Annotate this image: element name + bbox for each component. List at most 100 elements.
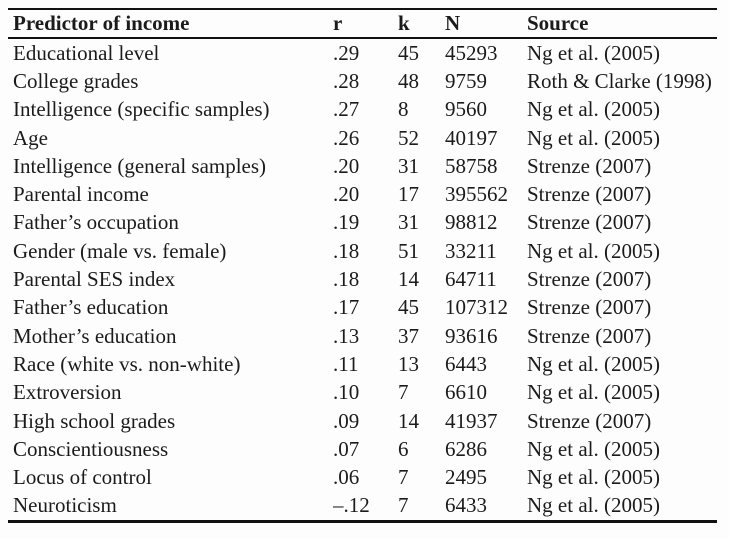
table-cell: Strenze (2007)	[527, 210, 652, 235]
table-cell: Mother’s education	[13, 323, 177, 348]
table-cell: 7	[398, 380, 409, 405]
column-header-k: k	[398, 9, 445, 39]
table-cell: 41937	[445, 408, 498, 433]
table-cell: Ng et al. (2005)	[527, 493, 660, 518]
table-row: Father’s education .17 45 107312 Strenze (20…	[8, 294, 717, 322]
table-cell: .11	[333, 351, 359, 376]
table-row: Locus of control .06 7 2495 Ng et al. (2005)	[8, 463, 717, 491]
table-cell: Intelligence (specific samples)	[13, 97, 270, 122]
table-cell: .26	[333, 125, 360, 150]
table-cell: Educational level	[13, 40, 160, 65]
table-cell: Gender (male vs. female)	[13, 238, 227, 263]
table-cell: 31	[398, 210, 419, 235]
table-cell: 9560	[445, 97, 487, 122]
table-cell: 52	[398, 125, 419, 150]
table-cell: 6	[398, 436, 409, 461]
column-header-source: Source	[527, 9, 717, 39]
table-cell: Strenze (2007)	[527, 323, 652, 348]
table-cell: .19	[333, 210, 360, 235]
table-row: Parental SES index .18 14 64711 Strenze (200…	[8, 265, 717, 293]
table-cell: 17	[398, 182, 419, 207]
table-cell: 45	[398, 40, 419, 65]
table-cell: 40197	[445, 125, 498, 150]
table-cell: 13	[398, 351, 419, 376]
table-cell: College grades	[13, 68, 139, 93]
table-row: Father’s occupation .19 31 98812 Strenze (20…	[8, 209, 717, 237]
table-cell: Ng et al. (2005)	[527, 125, 660, 150]
table-cell: 6433	[445, 493, 487, 518]
table-body: Educational level .29 45 45293 Ng et al. (20…	[8, 38, 717, 522]
table-cell: High school grades	[13, 408, 176, 433]
table-cell: 98812	[445, 210, 498, 235]
table-cell: 107312	[445, 295, 508, 320]
table-cell: Strenze (2007)	[527, 267, 652, 292]
table-cell: Strenze (2007)	[527, 408, 652, 433]
table-cell: .06	[333, 465, 360, 490]
table-cell: 93616	[445, 323, 498, 348]
table-row: High school grades .09 14 41937 Strenze (200…	[8, 407, 717, 435]
table-cell: .20	[333, 182, 360, 207]
table-cell: 45293	[445, 40, 498, 65]
table-row: Age .26 52 40197 Ng et al. (2005)	[8, 124, 717, 152]
table-cell: Locus of control	[13, 465, 152, 490]
table-row: Intelligence (specific samples) .27 8 9560 N…	[8, 96, 717, 124]
table-cell: 9759	[445, 68, 487, 93]
table-cell: 37	[398, 323, 419, 348]
table-cell: 45	[398, 295, 419, 320]
table-cell: 6610	[445, 380, 487, 405]
table-row: Race (white vs. non-white) .11 13 6443 Ng et…	[8, 350, 717, 378]
table-row: College grades .28 48 9759 Roth & Clarke (19…	[8, 67, 717, 95]
column-header-r: r	[333, 9, 398, 39]
table-cell: 31	[398, 153, 419, 178]
table-cell: 33211	[445, 238, 497, 263]
table-row: Mother’s education .13 37 93616 Strenze (200…	[8, 322, 717, 350]
table-cell: Father’s education	[13, 295, 169, 320]
table-cell: Ng et al. (2005)	[527, 40, 660, 65]
table-cell: Intelligence (general samples)	[13, 153, 267, 178]
table-cell: Age	[13, 125, 48, 150]
table-cell: Father’s occupation	[13, 210, 179, 235]
table-cell: Strenze (2007)	[527, 182, 652, 207]
column-header-predictor: Predictor of income	[8, 9, 333, 39]
column-header-n: N	[445, 9, 527, 39]
table-cell: 64711	[445, 267, 497, 292]
table-cell: .28	[333, 68, 360, 93]
table-cell: 8	[398, 97, 409, 122]
table-cell: 14	[398, 267, 419, 292]
table-row: Extroversion .10 7 6610 Ng et al. (2005)	[8, 379, 717, 407]
table-cell: Parental income	[13, 182, 149, 207]
table-cell: Ng et al. (2005)	[527, 380, 660, 405]
table-container: Predictor of income r k N Source Educati…	[8, 8, 717, 524]
table-cell: .17	[333, 295, 360, 320]
table-cell: 48	[398, 68, 419, 93]
table-cell: 6443	[445, 351, 487, 376]
table-cell: Ng et al. (2005)	[527, 465, 660, 490]
table-cell: .13	[333, 323, 360, 348]
table-cell: .09	[333, 408, 360, 433]
table-cell: .18	[333, 238, 360, 263]
table-cell: .29	[333, 40, 360, 65]
table-cell: 7	[398, 493, 409, 518]
income-predictors-table: Predictor of income r k N Source Educati…	[8, 8, 717, 524]
table-cell: Extroversion	[13, 380, 122, 405]
table-cell: .18	[333, 267, 360, 292]
table-cell: 395562	[445, 182, 508, 207]
table-cell: 51	[398, 238, 419, 263]
table-cell: Conscientiousness	[13, 436, 169, 461]
table-cell: .07	[333, 436, 360, 461]
table-cell: 14	[398, 408, 419, 433]
table-cell: 2495	[445, 465, 487, 490]
table-cell: –.12	[333, 493, 370, 518]
table-cell: .20	[333, 153, 360, 178]
table-cell: Race (white vs. non-white)	[13, 351, 241, 376]
table-cell: Strenze (2007)	[527, 295, 652, 320]
table-cell: Roth & Clarke (1998)	[527, 68, 712, 93]
table-row: Educational level .29 45 45293 Ng et al. (20…	[8, 38, 717, 67]
table-row: Parental income .20 17 395562 Strenze (2007)	[8, 180, 717, 208]
table-cell: Ng et al. (2005)	[527, 436, 660, 461]
table-cell: Strenze (2007)	[527, 153, 652, 178]
table-cell: .27	[333, 97, 360, 122]
table-cell: 7	[398, 465, 409, 490]
table-row: Conscientiousness .07 6 6286 Ng et al. (2005…	[8, 435, 717, 463]
table-header-row: Predictor of income r k N Source	[8, 9, 717, 39]
